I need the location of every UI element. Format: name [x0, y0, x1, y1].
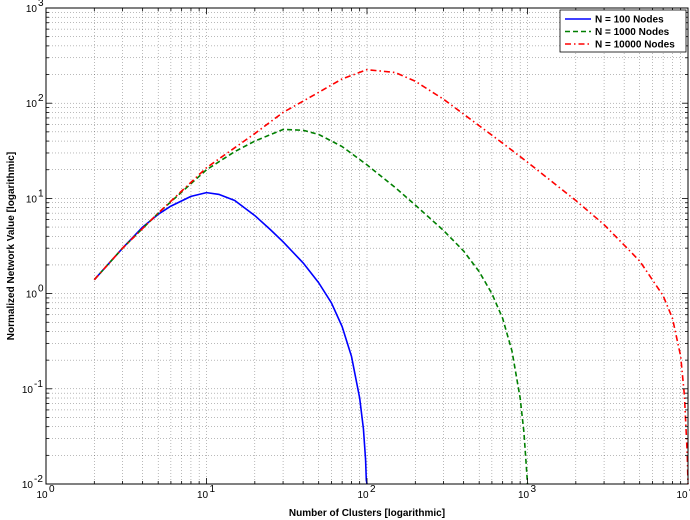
x-tick-label-exp: 0	[49, 484, 55, 495]
series-lines	[93, 68, 689, 485]
series-line-2	[93, 128, 529, 485]
x-tick-label: 104	[676, 484, 690, 501]
y-tick-label-base: 10	[26, 4, 38, 15]
x-tick-label: 100	[36, 484, 55, 501]
x-tick-label: 102	[357, 484, 376, 501]
y-tick-label-exp: 2	[38, 93, 44, 104]
x-tick-label: 101	[197, 484, 216, 501]
y-tick-label-base: 10	[26, 290, 38, 301]
series-line-1	[93, 191, 368, 485]
y-tick-label: 10-1	[22, 379, 43, 396]
y-tick-label: 100	[26, 284, 44, 301]
legend-label-1: N = 100 Nodes	[595, 15, 664, 26]
y-tick-label: 102	[26, 93, 44, 110]
y-axis-title: Normalized Network Value [logarithmic]	[6, 152, 17, 340]
y-tick-label-exp: 1	[38, 188, 44, 199]
x-tick-label-exp: 3	[531, 484, 537, 495]
y-tick-label-exp: 0	[38, 284, 44, 295]
x-tick-label-base: 10	[676, 490, 688, 501]
x-tick-label-base: 10	[357, 490, 369, 501]
x-tick-label-exp: 2	[370, 484, 376, 495]
grid	[46, 8, 688, 484]
legend-label-3: N = 10000 Nodes	[595, 40, 675, 51]
x-tick-label-base: 10	[36, 490, 48, 501]
y-tick-label-base: 10	[26, 99, 38, 110]
x-tick-label-exp: 1	[210, 484, 216, 495]
y-tick-label-exp: -2	[34, 474, 43, 485]
y-tick-label-exp: -1	[34, 379, 43, 390]
y-tick-label-base: 10	[22, 480, 34, 491]
x-tick-label: 103	[518, 484, 537, 501]
y-tick-label-base: 10	[22, 385, 34, 396]
y-tick-label: 101	[26, 188, 44, 205]
x-axis-title: Number of Clusters [logarithmic]	[289, 508, 445, 519]
y-tick-label: 103	[26, 0, 44, 15]
legend-label-2: N = 1000 Nodes	[595, 27, 670, 38]
y-tick-label: 10-2	[22, 474, 43, 491]
series-line-3	[93, 68, 689, 485]
y-tick-label-exp: 3	[38, 0, 44, 9]
x-tick-label-base: 10	[518, 490, 530, 501]
y-tick-label-base: 10	[26, 194, 38, 205]
x-tick-label-base: 10	[197, 490, 209, 501]
